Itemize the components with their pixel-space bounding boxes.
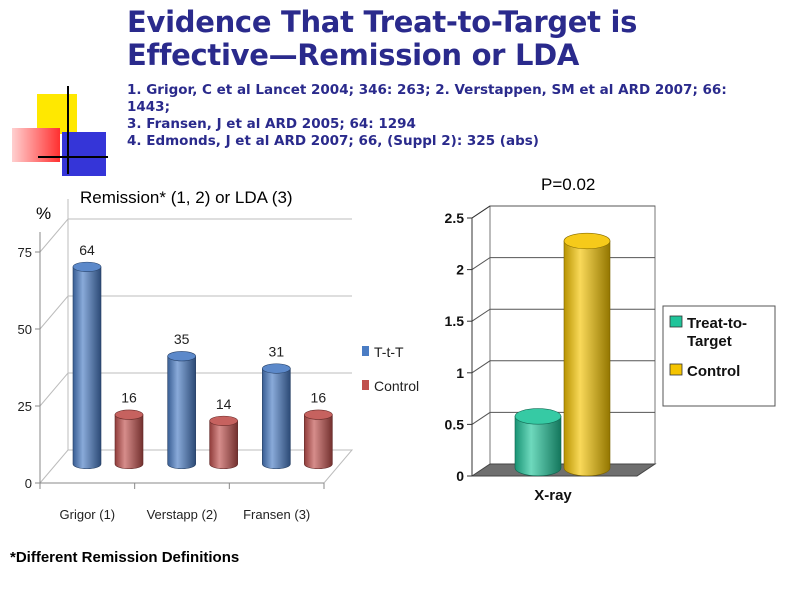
x-tick-label: Grigor (1)	[60, 507, 116, 522]
bar-control-0	[114, 409, 144, 470]
y-axis-top	[471, 205, 491, 219]
legend-label: Control	[374, 378, 419, 394]
floor	[470, 463, 657, 477]
y-tick-label: 1.5	[445, 313, 465, 329]
x-tick-label: Verstapp (2)	[147, 507, 218, 522]
reference-line: 4. Edmonds, J et al ARD 2007; 66, (Suppl…	[127, 133, 539, 149]
data-label: 31	[269, 344, 285, 360]
left-chart-title: Remission* (1, 2) or LDA (3)	[80, 188, 293, 207]
right-chart-title: P=0.02	[541, 175, 596, 194]
y-tick-label: 2.5	[445, 210, 465, 226]
slide-title: Evidence That Treat-to-Target is Effecti…	[127, 6, 787, 72]
legend-label: Control	[687, 363, 740, 380]
y-tick-label: 1	[456, 365, 464, 381]
deco-yellow-square	[37, 94, 77, 134]
y-axis-label: %	[36, 204, 51, 223]
reference-line: 1443;	[127, 99, 170, 115]
deco-horizontal-line	[38, 156, 108, 158]
y-tick-label: 0	[25, 476, 32, 491]
y-tick-label: 25	[18, 399, 32, 414]
reference-line: 3. Fransen, J et al ARD 2005; 64: 1294	[127, 116, 416, 132]
legend-swatch	[362, 380, 369, 390]
references: 1. Grigor, C et al Lancet 2004; 346: 263…	[127, 82, 787, 150]
y-tick-label: 75	[18, 245, 32, 260]
bar-control-1	[209, 415, 238, 470]
bar-control-0	[563, 232, 611, 477]
bar-ttt-2	[262, 363, 291, 470]
bar-ttt-1	[167, 351, 196, 470]
footnote: *Different Remission Definitions	[10, 549, 240, 566]
legend-label: T-t-T	[374, 344, 404, 360]
bar-control-2	[304, 409, 333, 470]
data-label: 14	[216, 396, 232, 412]
legend-label: Treat-to-Target	[687, 315, 747, 350]
legend-swatch	[669, 363, 683, 376]
deco-vertical-line	[67, 86, 69, 174]
legend-swatch	[669, 315, 683, 328]
reference-line: 1. Grigor, C et al Lancet 2004; 346: 263…	[127, 82, 727, 98]
title-line-1: Evidence That Treat-to-Target is	[127, 5, 638, 39]
legend-swatch	[362, 346, 369, 356]
data-label: 16	[311, 390, 327, 406]
data-label: 35	[174, 331, 190, 347]
bar-treattotarget-0	[514, 408, 562, 477]
y-tick-label: 0	[456, 468, 464, 484]
y-tick-label: 2	[456, 262, 464, 278]
x-tick-label: Fransen (3)	[243, 507, 310, 522]
y-tick-label: 50	[18, 322, 32, 337]
title-line-2: Effective—Remission or LDA	[127, 38, 580, 72]
data-label: 64	[79, 242, 95, 258]
bar-ttt-0	[72, 261, 102, 470]
y-tick-label: 0.5	[445, 416, 465, 432]
deco-blue-square	[62, 132, 106, 176]
data-label: 16	[121, 390, 137, 406]
x-tick-label: X-ray	[534, 487, 572, 504]
